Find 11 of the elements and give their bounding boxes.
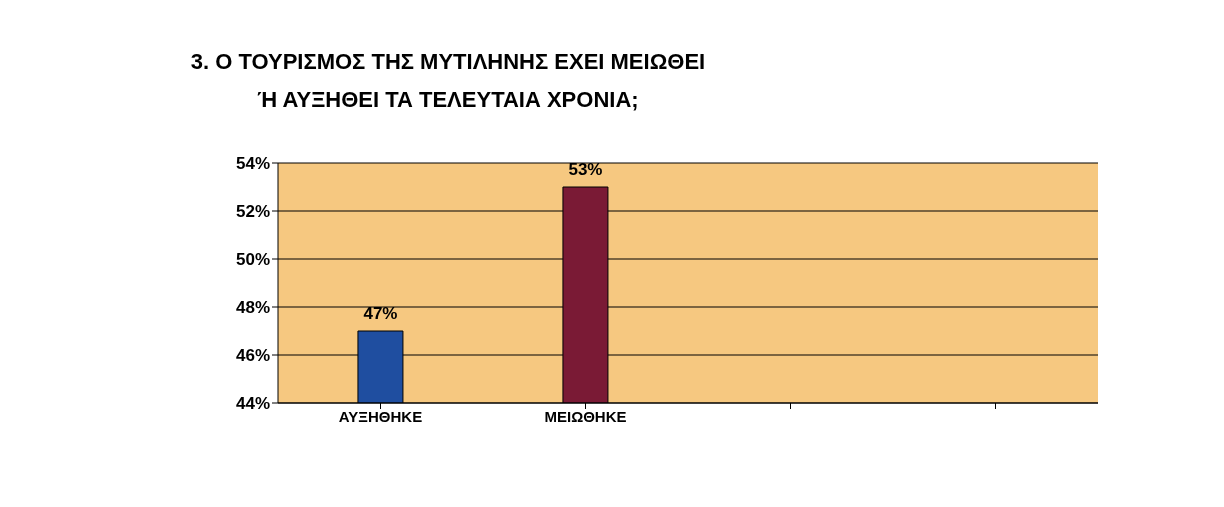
- y-tick-label: 48%: [235, 298, 270, 318]
- data-label: 53%: [568, 160, 603, 179]
- x-tick-label: ΑΥΞΗΘΗΚΕ: [338, 407, 423, 425]
- y-tick-label: 46%: [235, 346, 270, 366]
- data-label: 47%: [363, 304, 398, 323]
- y-tick-label: 52%: [235, 202, 270, 222]
- y-tick-label: 54%: [235, 154, 270, 174]
- y-tick-label: 44%: [235, 394, 270, 414]
- y-tick-label: 50%: [235, 250, 270, 270]
- chart-title: 3. Ο ΤΟΥΡΙΣΜΟΣ ΤΗΣ ΜΥΤΙΛΗΝΗΣ ΕΧΕΙ ΜΕΙΩΘΕΙ Ή ΑΥΞΗΘΕΙ ΤΑ ΤΕΛΕΥΤΑΙΑ ΧΡΟΝΙΑ;: [189, 48, 707, 114]
- x-tick-label: ΜΕΙΩΘΗΚΕ: [544, 407, 627, 425]
